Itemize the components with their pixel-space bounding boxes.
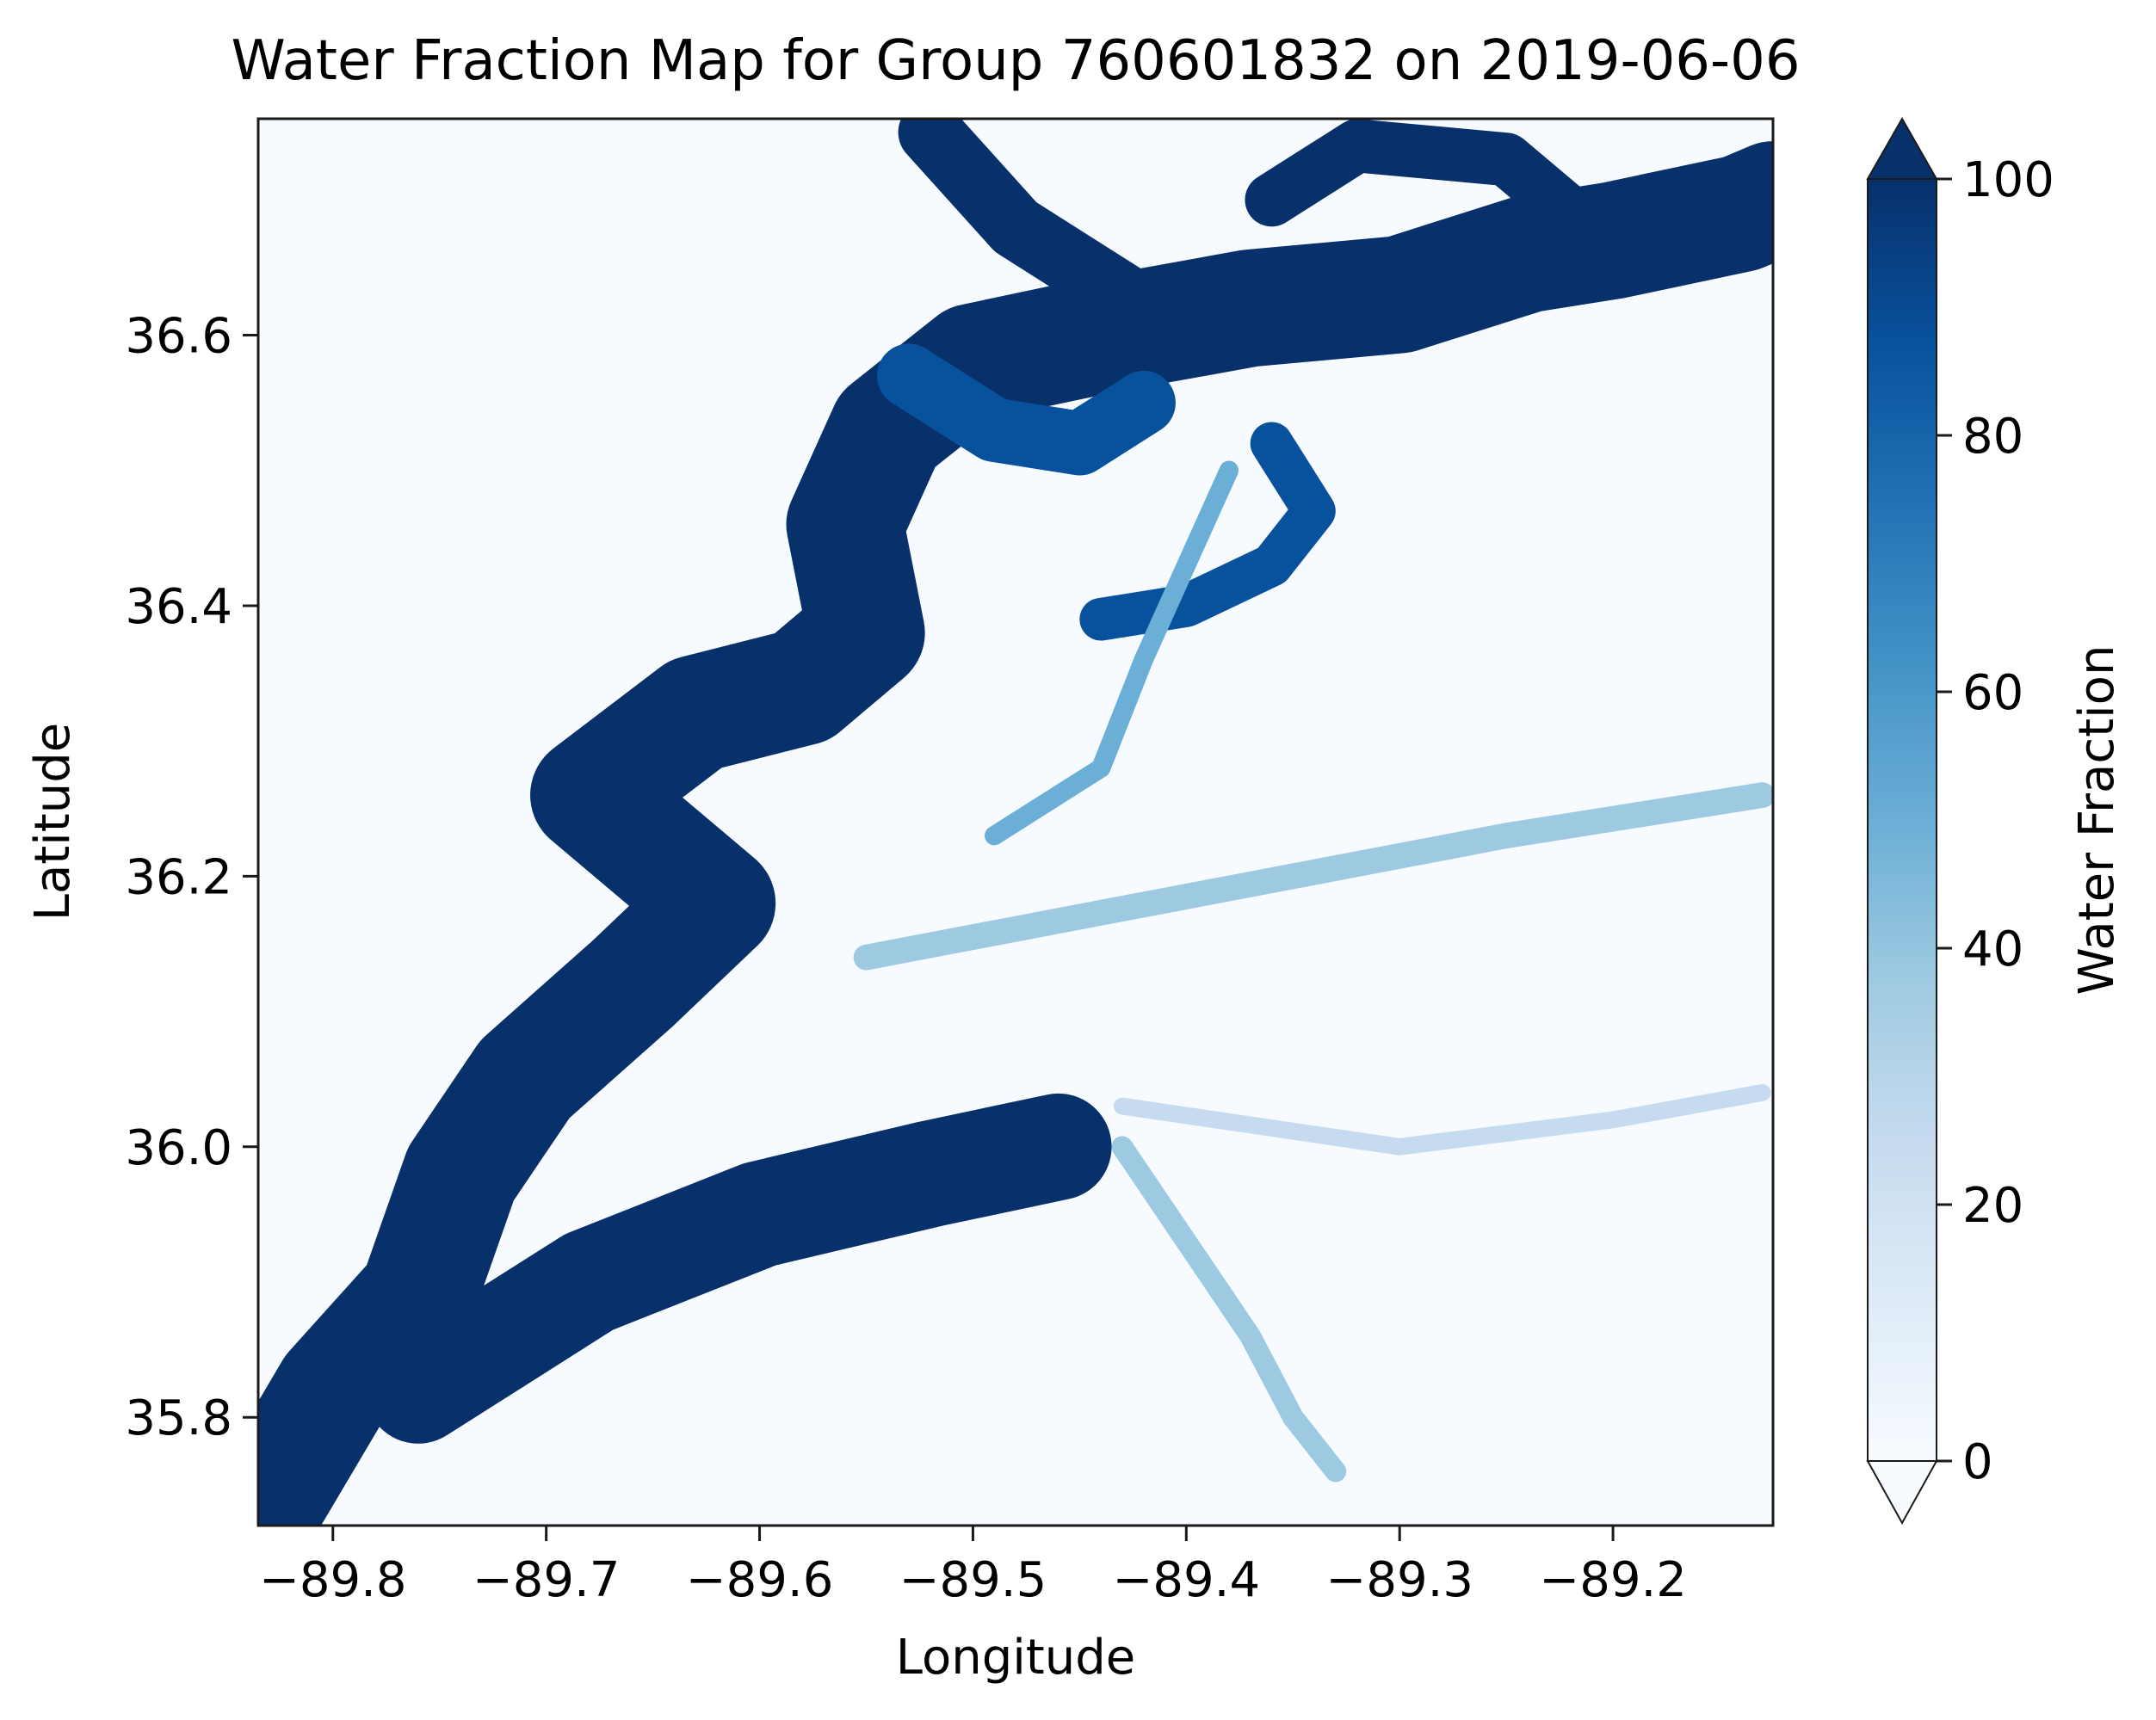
x-tick-label: −89.7 — [473, 1552, 621, 1608]
x-tick-label: −89.2 — [1539, 1552, 1687, 1608]
water-feature-9 — [1114, 1084, 1771, 1156]
water-feature-3 — [1245, 119, 1597, 281]
water-feature-7 — [853, 782, 1773, 971]
heatmap-layer — [258, 119, 1773, 1526]
colorbar-frame — [1867, 178, 1937, 1462]
chart-title: Water Fraction Map for Group 760601832 o… — [231, 29, 1800, 93]
colorbar-label: Water Fraction — [2069, 645, 2125, 996]
y-tick-label: 36.2 — [125, 849, 232, 905]
x-tick-label: −89.8 — [259, 1552, 407, 1608]
x-tick-label: −89.6 — [686, 1552, 834, 1608]
y-axis-label: Latitude — [25, 723, 81, 921]
colorbar-tick-label: 60 — [1962, 665, 2023, 721]
colorbar-tick-label: 20 — [1962, 1178, 2023, 1234]
colorbar-gradient — [1868, 179, 1937, 1461]
colorbar-tick-label: 80 — [1962, 409, 2023, 465]
water-feature-1 — [364, 1093, 1112, 1444]
y-tick-label: 35.8 — [125, 1390, 232, 1446]
colorbar: 0 20 40 60 80 100 Water Fraction — [1866, 116, 2125, 1526]
x-tick-label: −89.5 — [899, 1552, 1047, 1608]
colorbar-extend-min — [1866, 1460, 1938, 1526]
y-tick-label: 36.6 — [125, 309, 232, 365]
water-feature-6 — [985, 460, 1239, 846]
plot-area — [256, 117, 1775, 1527]
y-tick-label: 36.0 — [125, 1120, 232, 1176]
colorbar-ticks: 0 20 40 60 80 100 — [1937, 152, 2054, 1490]
water-feature-8 — [1111, 1136, 1347, 1483]
water-feature-2 — [898, 119, 1155, 327]
x-tick-label: −89.4 — [1113, 1552, 1261, 1608]
y-tick-label: 36.4 — [125, 579, 232, 635]
x-axis-label: Longitude — [896, 1630, 1136, 1686]
water-feature-4 — [876, 343, 1176, 476]
x-axis: −89.8 −89.7 −89.6 −89.5 −89.4 −89.3 −89.2 — [259, 1526, 1687, 1608]
plot-frame — [256, 117, 1775, 1527]
x-tick-label: −89.3 — [1325, 1552, 1473, 1608]
y-axis: 35.8 36.0 36.2 36.4 36.6 — [125, 309, 258, 1446]
colorbar-tick-label: 40 — [1962, 922, 2023, 977]
colorbar-tick-label: 0 — [1962, 1434, 1993, 1490]
colorbar-extend-max — [1866, 116, 1938, 180]
colorbar-tick-label: 100 — [1962, 152, 2054, 208]
